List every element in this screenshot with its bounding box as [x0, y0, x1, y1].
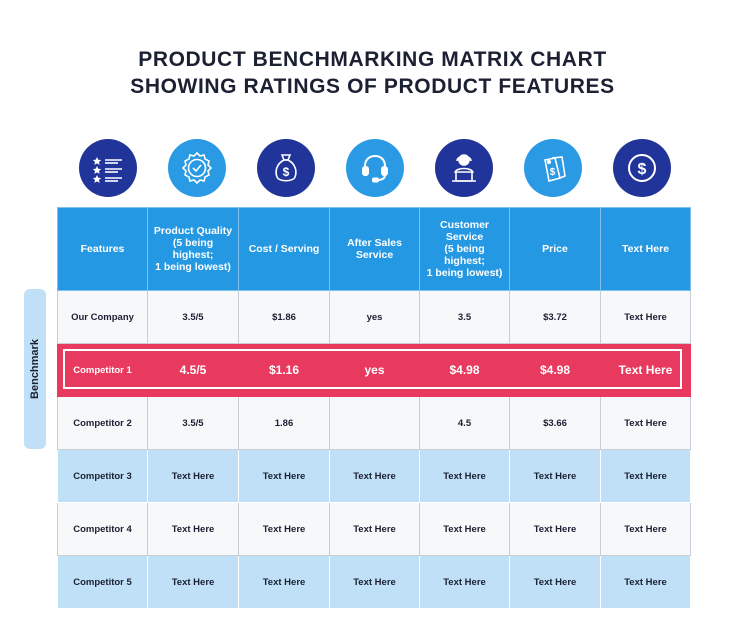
quality-badge-icon [168, 139, 226, 197]
table-cell: 3.5/5 [147, 396, 239, 450]
table-row-competitor: Competitor 5 Text Here Text Here Text Here T… [57, 555, 691, 609]
money-bag-icon: $ [257, 139, 315, 197]
header-cell: Customer Service (5 being highest; 1 bei… [419, 207, 510, 291]
header-row: Features Product Quality (5 being highes… [57, 207, 691, 291]
row-label-cell: Competitor 1 [57, 343, 148, 397]
table-cell: 4.5 [419, 396, 510, 450]
table-cell: Text Here [600, 343, 691, 397]
table-cell: Text Here [238, 555, 330, 609]
title-line-2: SHOWING RATINGS OF PRODUCT FEATURES [130, 75, 615, 98]
table-cell: 4.5/5 [147, 343, 239, 397]
table-cell: $1.16 [238, 343, 330, 397]
table-cell: Text Here [600, 449, 691, 503]
header-cell: Features [57, 207, 148, 291]
table-cell: Text Here [600, 396, 691, 450]
table-cell: Text Here [147, 502, 239, 556]
table-cell: Text Here [329, 555, 420, 609]
table-row-competitor: Competitor 2 3.5/5 1.86 4.5 $3.66 Text Here [57, 396, 691, 450]
header-cell: Cost / Serving [238, 207, 330, 291]
table-cell: Text Here [419, 502, 510, 556]
table-cell: 3.5 [419, 290, 510, 344]
table-cell: Text Here [600, 502, 691, 556]
row-label-cell: Competitor 3 [57, 449, 148, 503]
chart-title: PRODUCT BENCHMARKING MATRIX CHART SHOWIN… [0, 46, 745, 100]
table-cell: 3.5/5 [147, 290, 239, 344]
svg-text:$: $ [283, 165, 290, 179]
table-cell: $4.98 [419, 343, 510, 397]
table-cell: Text Here [600, 555, 691, 609]
table-cell: Text Here [509, 502, 601, 556]
row-label-cell: Competitor 4 [57, 502, 148, 556]
table-row-competitor: Competitor 3 Text Here Text Here Text Here T… [57, 449, 691, 503]
row-label-cell: Competitor 2 [57, 396, 148, 450]
table-row-competitor: Competitor 1 4.5/5 $1.16 yes $4.98 $4.98 Text … [57, 343, 691, 397]
feature-icon-row: $ $ $ [57, 139, 690, 199]
table-cell [329, 396, 420, 450]
table-cell: Text Here [238, 449, 330, 503]
svg-text:$: $ [638, 161, 647, 178]
header-cell: After Sales Service [329, 207, 420, 291]
table-cell: Text Here [329, 449, 420, 503]
row-label-cell: Our Company [57, 290, 148, 344]
header-cell: Product Quality (5 being highest; 1 bein… [147, 207, 239, 291]
table-cell: yes [329, 290, 420, 344]
table-cell: Text Here [509, 555, 601, 609]
title-line-1: PRODUCT BENCHMARKING MATRIX CHART [138, 48, 607, 71]
table-cell: Text Here [419, 449, 510, 503]
table-cell: Text Here [147, 449, 239, 503]
header-cell: Price [509, 207, 601, 291]
price-tag-icon: $ [524, 139, 582, 197]
table-cell: $3.72 [509, 290, 601, 344]
table-cell: Text Here [329, 502, 420, 556]
benchmark-label-text: Benchmark [29, 339, 42, 399]
table-cell: $1.86 [238, 290, 330, 344]
table-row-our-company: Our Company 3.5/5 $1.86 yes 3.5 $3.72 Text Her… [57, 290, 691, 344]
dollar-coin-icon: $ [613, 139, 671, 197]
table-cell: 1.86 [238, 396, 330, 450]
table-cell: Text Here [600, 290, 691, 344]
svg-text:$: $ [550, 167, 556, 178]
benchmark-matrix-table: Features Product Quality (5 being highes… [57, 207, 691, 609]
table-row-competitor: Competitor 4 Text Here Text Here Text Here T… [57, 502, 691, 556]
table-cell: Text Here [238, 502, 330, 556]
row-label-cell: Competitor 5 [57, 555, 148, 609]
table-cell: Text Here [147, 555, 239, 609]
header-cell: Text Here [600, 207, 691, 291]
table-cell: $3.66 [509, 396, 601, 450]
benchmark-side-label: Benchmark [24, 289, 46, 449]
table-cell: Text Here [419, 555, 510, 609]
table-cell: Text Here [509, 449, 601, 503]
table-cell: $4.98 [509, 343, 601, 397]
rating-list-icon [79, 139, 137, 197]
customer-service-agent-icon [435, 139, 493, 197]
headset-icon [346, 139, 404, 197]
table-cell: yes [329, 343, 420, 397]
